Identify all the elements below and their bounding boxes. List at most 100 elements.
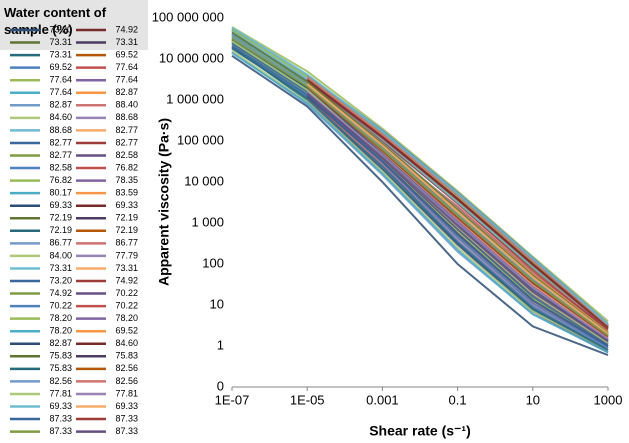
legend-label: 77.64	[115, 75, 138, 85]
legend-label: 82.58	[49, 162, 72, 172]
series-line	[306, 79, 609, 328]
legend-label: 72.19	[49, 225, 72, 235]
legend-label: 75.83	[49, 363, 72, 373]
series-line	[231, 44, 609, 347]
legend-label: 77.64	[115, 62, 138, 72]
series-line	[231, 38, 609, 337]
x-tick-label: 10	[526, 392, 540, 407]
legend-label: 69.52	[115, 49, 138, 59]
legend-label: 77.64	[49, 87, 72, 97]
y-tick-label: 10	[210, 296, 224, 311]
y-tick-label: 100	[202, 255, 224, 270]
legend-label: 70.22	[115, 288, 138, 298]
legend-label: 80.17	[49, 188, 72, 198]
legend-label: 74.92	[115, 24, 138, 34]
series-line	[306, 92, 609, 343]
legend-label: 76.82	[49, 175, 72, 185]
legend-title-box: Water content of sample (%)	[4, 5, 107, 37]
legend-label: 84.60	[49, 112, 72, 122]
series-line	[231, 30, 609, 329]
legend-label: 86.77	[49, 238, 72, 248]
legend-label: 84.60	[115, 338, 138, 348]
legend-label: 78.35	[115, 175, 138, 185]
legend-label: 84.00	[49, 250, 72, 260]
x-axis-label: Shear rate (s⁻¹)	[369, 423, 471, 439]
y-tick-label: 100 000	[177, 132, 224, 147]
legend-label: 77.79	[115, 250, 138, 260]
legend-label: 77.64	[49, 75, 72, 85]
series-line	[231, 31, 609, 334]
legend-label: 74.92	[49, 288, 72, 298]
legend-label: 69.52	[115, 326, 138, 336]
legend-label: 70.22	[115, 300, 138, 310]
legend-label: 69.33	[49, 401, 72, 411]
legend-label: 82.77	[49, 137, 72, 147]
series-line	[231, 54, 609, 357]
legend-label: 82.87	[49, 100, 72, 110]
legend-label: 72.19	[49, 213, 72, 223]
legend-label: 87.33	[115, 413, 138, 423]
legend-label: 73.31	[115, 263, 138, 273]
series-line	[306, 91, 609, 340]
legend-label: 69.33	[115, 200, 138, 210]
legend-label: 73.31	[115, 37, 138, 47]
x-tick-label: 1E-07	[215, 392, 250, 407]
legend-label: 69.33	[49, 200, 72, 210]
y-tick-label: 10 000 000	[159, 50, 224, 65]
series-line	[306, 83, 609, 335]
legend-label: 82.56	[49, 376, 72, 386]
series-line	[231, 26, 609, 323]
legend-label: 82.56	[115, 376, 138, 386]
y-tick-label: 100 000 000	[152, 9, 224, 24]
legend-label: 69.52	[49, 62, 72, 72]
legend-label: 87.33	[49, 426, 72, 436]
y-tick-label: 0	[217, 378, 224, 393]
legend-label: 73.20	[49, 275, 72, 285]
series-line	[231, 49, 609, 351]
legend-label: 77.81	[49, 388, 72, 398]
series-line	[231, 46, 609, 351]
legend-label: 72.19	[115, 213, 138, 223]
legend-label: 82.87	[115, 87, 138, 97]
legend-label: 73.31	[49, 49, 72, 59]
legend-label: 76.82	[115, 162, 138, 172]
y-tick-label: 1 000 000	[166, 91, 224, 106]
x-tick-label: 0.1	[449, 392, 467, 407]
legend-label: 82.58	[115, 150, 138, 160]
legend-label: 77.81	[115, 388, 138, 398]
legend-label: 88.68	[49, 125, 72, 135]
legend-label: 78.20	[49, 313, 72, 323]
legend-label: 78.20	[115, 313, 138, 323]
legend-label: 75.83	[49, 351, 72, 361]
legend-label: 87.33	[115, 426, 138, 436]
series-line	[306, 76, 609, 327]
y-tick-label: 1	[217, 337, 224, 352]
legend-label: 82.77	[49, 150, 72, 160]
legend-label: 82.56	[115, 363, 138, 373]
y-tick-label: 10 000	[184, 173, 224, 188]
x-tick-label: 0.001	[366, 392, 399, 407]
series-line	[231, 52, 609, 354]
legend-label: 88.68	[115, 112, 138, 122]
x-tick-label: 1000	[594, 392, 623, 407]
legend-label: 69.33	[115, 401, 138, 411]
series-line	[231, 26, 609, 325]
y-axis-label: Apparent viscosity (Pa·s)	[156, 118, 172, 286]
legend-title: Water content of sample (%)	[4, 5, 107, 37]
legend-label: 82.77	[115, 137, 138, 147]
legend-label: 87.33	[49, 413, 72, 423]
legend-label: 82.77	[115, 125, 138, 135]
x-tick-label: 1E-05	[290, 392, 325, 407]
legend-label: 83.59	[115, 188, 138, 198]
legend-label: 78.20	[49, 326, 72, 336]
legend-label: 86.77	[115, 238, 138, 248]
y-tick-label: 1 000	[191, 214, 224, 229]
legend-label: 73.20	[49, 24, 72, 34]
legend-label: 82.87	[49, 338, 72, 348]
legend-label: 75.83	[115, 351, 138, 361]
legend-label: 72.19	[115, 225, 138, 235]
legend-label: 74.92	[115, 275, 138, 285]
legend-label: 88.40	[115, 100, 138, 110]
legend-label: 73.31	[49, 263, 72, 273]
